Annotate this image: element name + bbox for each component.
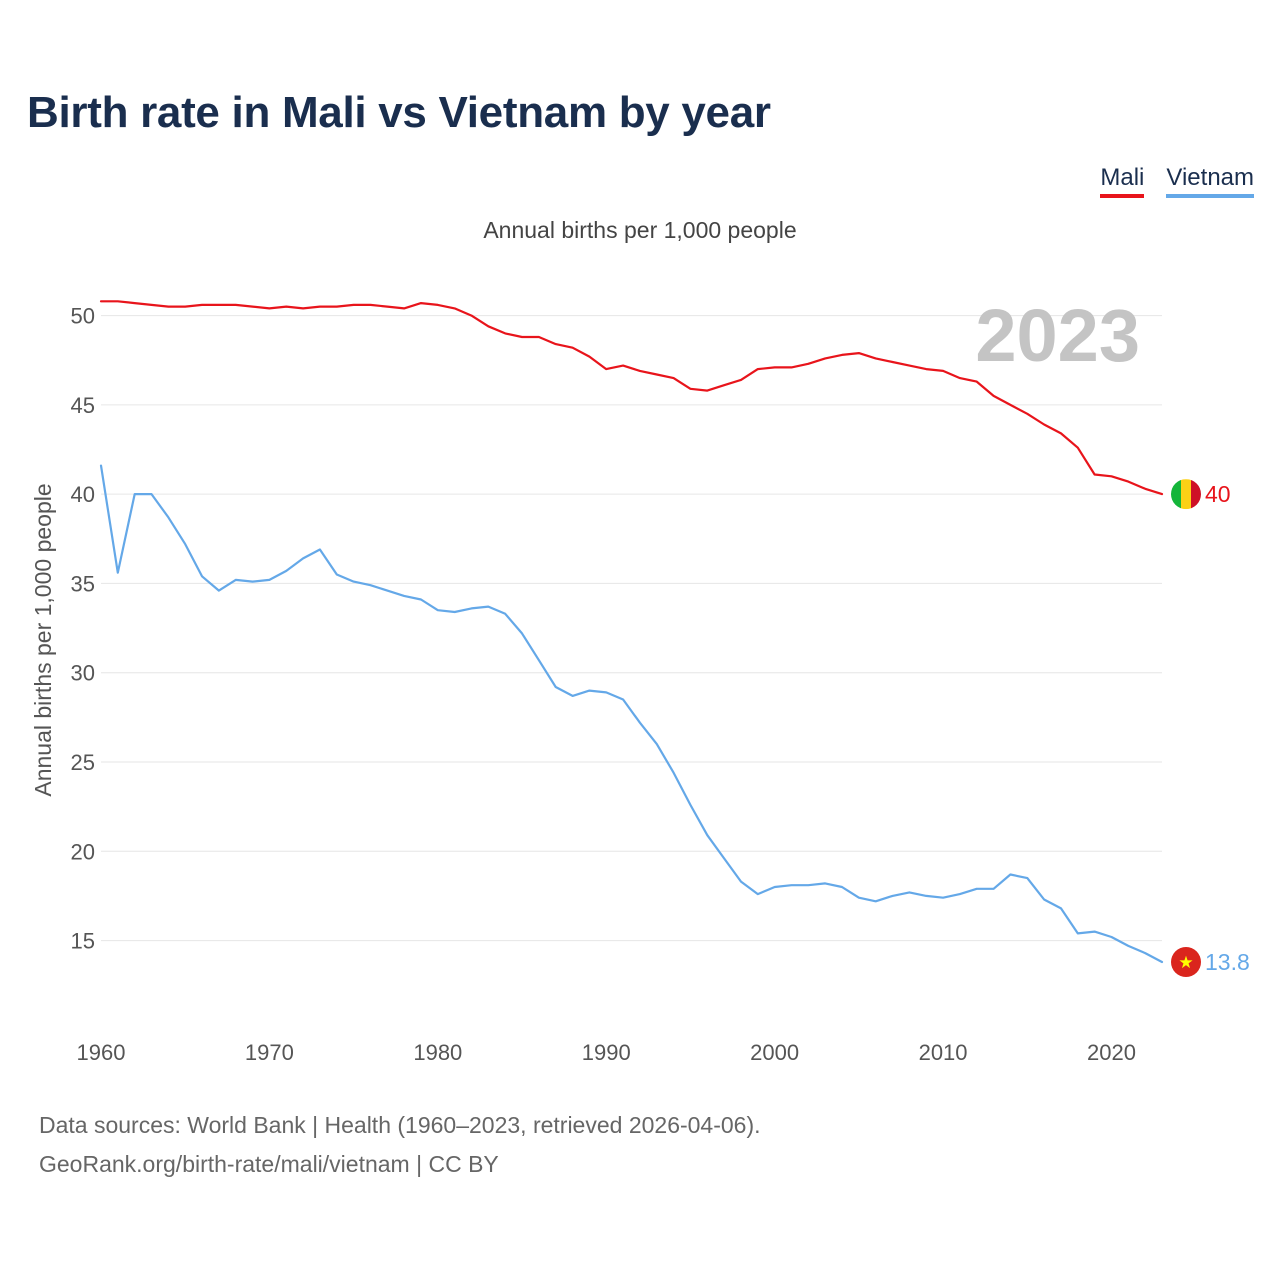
series-line-mali[interactable] — [99, 300, 1164, 496]
end-label-mali: 40 — [1205, 481, 1231, 507]
x-tick-label-2000: 2000 — [750, 1040, 799, 1065]
gridlines — [101, 315, 1162, 942]
footer: Data sources: World Bank | Health (1960–… — [39, 1106, 761, 1184]
x-tick-label-2020: 2020 — [1087, 1040, 1136, 1065]
y-tick-label-20: 20 — [71, 839, 95, 864]
end-markers: 40 ★ 13.8 — [1171, 479, 1250, 977]
end-label-vietnam: 13.8 — [1205, 949, 1250, 975]
svg-text:★: ★ — [1178, 953, 1193, 973]
y-tick-label-50: 50 — [71, 304, 95, 329]
footer-source: Data sources: World Bank | Health (1960–… — [39, 1112, 761, 1138]
y-tick-label-15: 15 — [71, 929, 95, 954]
y-axis-label: Annual births per 1,000 people — [30, 483, 56, 796]
line-chart: 15 20 25 30 35 40 45 50 1960 1970 1980 1990 2000 201… — [30, 294, 1250, 1065]
legend-item-vietnam[interactable]: Vietnam — [1166, 164, 1254, 198]
series-line-vietnam[interactable] — [99, 464, 1164, 964]
y-tick-label-35: 35 — [71, 571, 95, 596]
legend: Mali Vietnam — [1100, 164, 1254, 198]
year-watermark: 2023 — [975, 294, 1140, 377]
y-tick-label-45: 45 — [71, 393, 95, 418]
flag-vietnam-icon: ★ — [1171, 947, 1201, 977]
x-axis-ticks: 1960 1970 1980 1990 2000 2010 2020 — [77, 1040, 1136, 1065]
x-tick-label-1970: 1970 — [245, 1040, 294, 1065]
y-axis-ticks: 15 20 25 30 35 40 45 50 — [71, 304, 95, 954]
x-tick-label-1990: 1990 — [582, 1040, 631, 1065]
y-tick-label-25: 25 — [71, 750, 95, 775]
legend-item-mali[interactable]: Mali — [1100, 164, 1145, 198]
x-tick-label-1980: 1980 — [413, 1040, 462, 1065]
flag-mali-icon — [1171, 479, 1201, 510]
series-lines — [99, 300, 1164, 964]
x-tick-label-1960: 1960 — [77, 1040, 126, 1065]
chart-title: Birth rate in Mali vs Vietnam by year — [27, 88, 771, 137]
y-tick-label-40: 40 — [71, 482, 95, 507]
x-tick-label-2010: 2010 — [919, 1040, 968, 1065]
y-tick-label-30: 30 — [71, 661, 95, 686]
chart-subtitle: Annual births per 1,000 people — [483, 217, 797, 243]
footer-credit[interactable]: GeoRank.org/birth-rate/mali/vietnam | CC… — [39, 1151, 499, 1177]
